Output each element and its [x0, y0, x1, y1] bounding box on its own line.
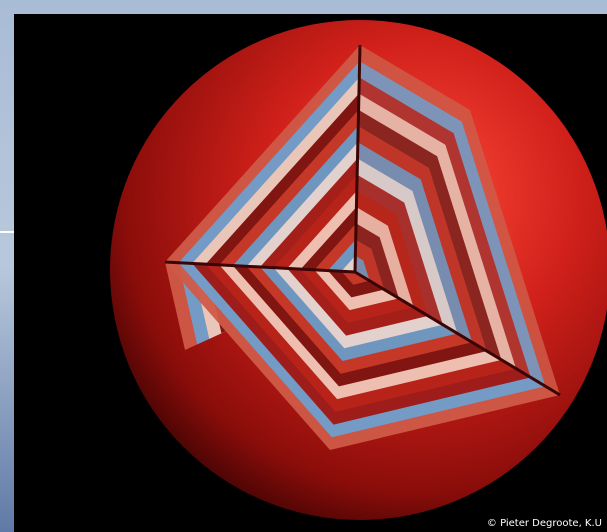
cut-edge — [354, 270, 561, 397]
cutaway — [164, 44, 561, 450]
oscillation-band — [355, 255, 370, 281]
credit: © Pieter Degroote, K.U — [487, 518, 602, 529]
oscillation-band — [355, 239, 385, 290]
cut-edge — [164, 260, 356, 274]
cut-edge — [353, 44, 362, 273]
oscillation-band — [341, 271, 370, 285]
oscillation-band — [355, 223, 399, 299]
